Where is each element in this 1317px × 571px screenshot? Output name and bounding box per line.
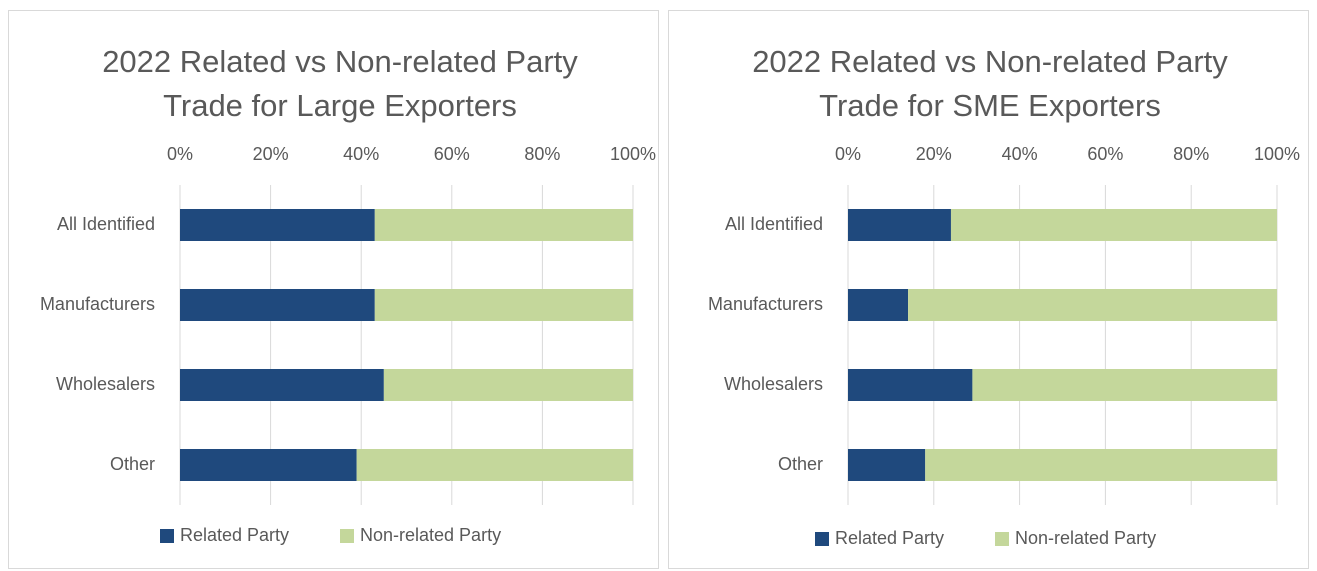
legend-label: Related Party (180, 525, 289, 545)
x-tick-label: 80% (1173, 144, 1209, 164)
y-tick-label: Other (110, 454, 155, 474)
panel-border (668, 10, 1309, 569)
x-tick-label: 60% (1087, 144, 1123, 164)
y-tick-label: Wholesalers (56, 374, 155, 394)
chart-title: 2022 Related vs Non-related Party Trade … (752, 44, 1228, 123)
bar-segment (848, 369, 973, 401)
legend-swatch (815, 532, 829, 546)
x-tick-label: 0% (835, 144, 861, 164)
y-tick-label: Wholesalers (724, 374, 823, 394)
bar-segment (848, 209, 951, 241)
x-tick-label: 40% (343, 144, 379, 164)
y-tick-label: All Identified (57, 214, 155, 234)
x-tick-label: 100% (610, 144, 656, 164)
bar-segment (180, 289, 375, 321)
x-tick-label: 100% (1254, 144, 1300, 164)
legend-label: Non-related Party (1015, 528, 1156, 548)
legend-swatch (160, 529, 174, 543)
panel-border (8, 10, 659, 569)
bar-segment (180, 209, 375, 241)
bar-segment (848, 449, 926, 481)
bar-segment (848, 289, 909, 321)
bar-segment (180, 449, 357, 481)
bar-segment (374, 209, 633, 241)
x-tick-label: 80% (524, 144, 560, 164)
legend-swatch (340, 529, 354, 543)
legend-label: Non-related Party (360, 525, 501, 545)
bar-segment (356, 449, 633, 481)
chart-title: 2022 Related vs Non-related Party Trade … (102, 44, 578, 123)
y-tick-label: Manufacturers (40, 294, 155, 314)
legend-swatch (995, 532, 1009, 546)
x-tick-label: 20% (916, 144, 952, 164)
bar-segment (925, 449, 1277, 481)
bar-segment (908, 289, 1277, 321)
y-tick-label: Manufacturers (708, 294, 823, 314)
x-tick-label: 0% (167, 144, 193, 164)
bar-segment (950, 209, 1277, 241)
bar-segment (383, 369, 633, 401)
y-tick-label: All Identified (725, 214, 823, 234)
bar-segment (374, 289, 633, 321)
x-tick-label: 40% (1002, 144, 1038, 164)
y-tick-label: Other (778, 454, 823, 474)
x-tick-label: 20% (253, 144, 289, 164)
bar-segment (180, 369, 384, 401)
x-tick-label: 60% (434, 144, 470, 164)
bar-segment (972, 369, 1277, 401)
legend-label: Related Party (835, 528, 944, 548)
